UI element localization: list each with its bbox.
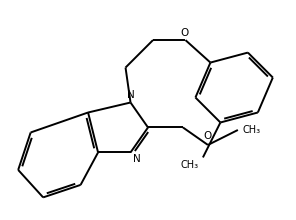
Text: N: N — [127, 90, 134, 100]
Text: O: O — [180, 28, 189, 38]
Text: O: O — [204, 132, 212, 141]
Text: N: N — [133, 154, 141, 164]
Text: CH₃: CH₃ — [181, 160, 199, 170]
Text: CH₃: CH₃ — [243, 125, 261, 135]
